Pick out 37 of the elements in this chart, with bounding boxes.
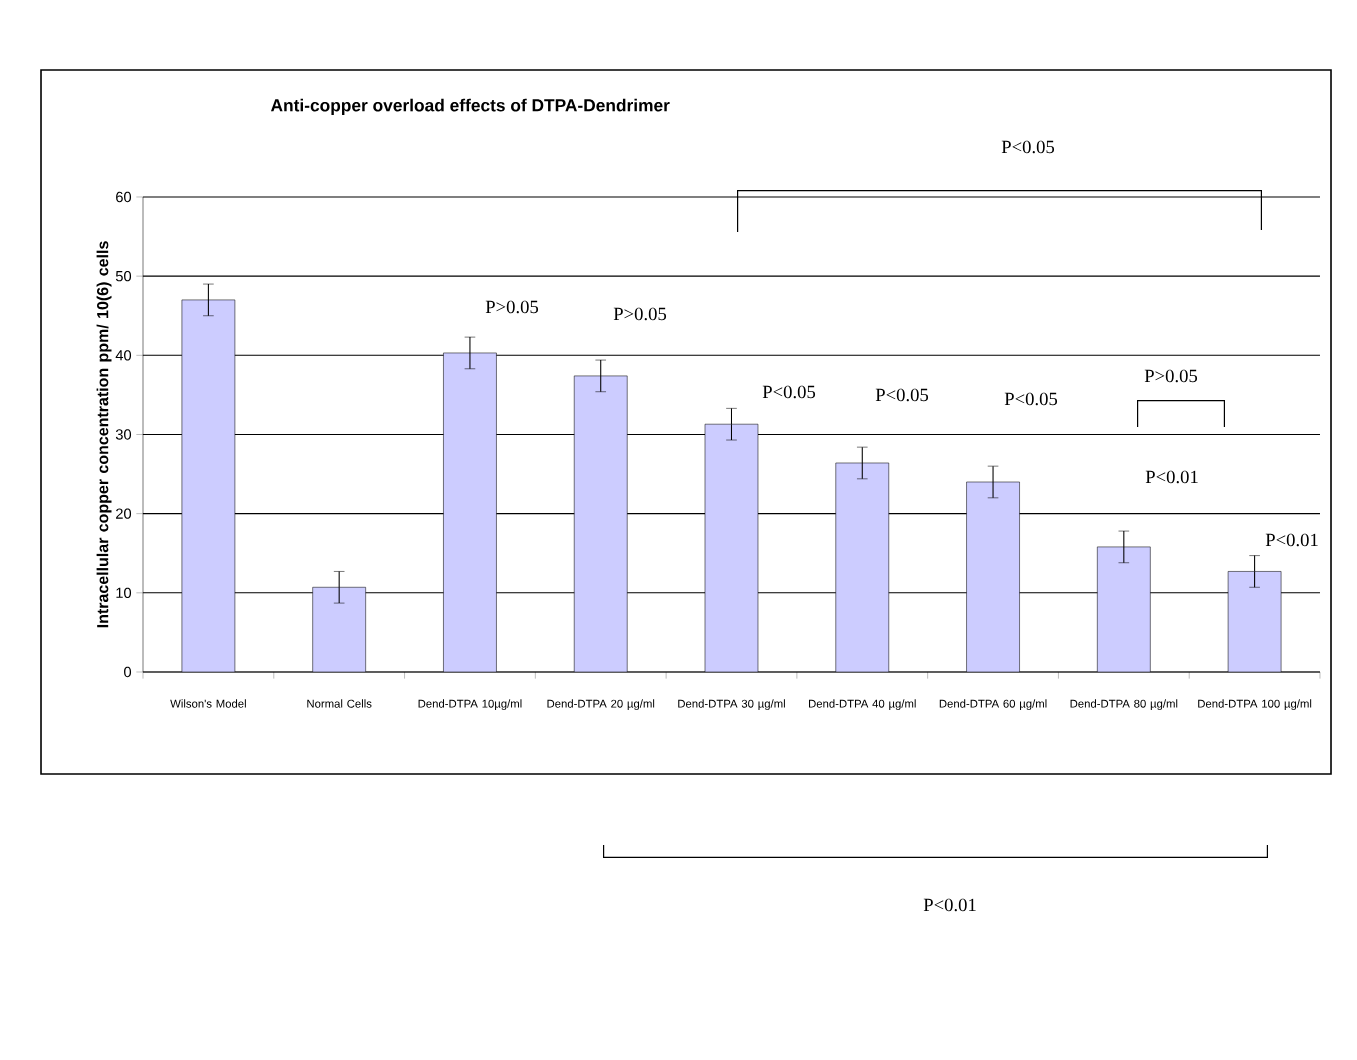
text: P<0.01 [923,898,976,912]
bar [574,375,628,672]
x-tick-label: Dend-DTPA 10µg/ml [418,699,522,710]
bar [705,424,758,672]
annotation: P<0.05 [762,385,816,399]
x-tick-label: Dend-DTPA 80 µg/ml [1070,699,1178,710]
bar [835,462,889,672]
bar [443,352,497,672]
bar [312,587,366,672]
y-axis-title: Intracellular copper concentration ppm/ 10(6) cells [96,241,112,628]
bar [181,299,235,672]
chart-title: Anti-copper overload effects of DTPA-Dendrimer [270,98,670,115]
y-tick-label: 30 [115,429,132,440]
x-tick-label: Dend-DTPA 20 µg/ml [547,699,655,710]
annotation: P<0.01 [1145,470,1198,484]
annotation: P>0.05 [485,300,539,314]
y-tick-label: 20 [116,508,132,519]
annotation: P<0.05 [875,388,929,402]
y-tick-label: 50 [115,270,132,282]
x-tick-label: Wilson's Model [170,699,246,708]
annotation: P>0.05 [613,307,667,321]
bar [1097,546,1151,672]
x-tick-label: Dend-DTPA 60 µg/ml [939,699,1047,710]
y-tick-label: 60 [116,191,132,203]
y-tick-label: 10 [116,587,132,599]
x-tick-label: Dend-DTPA 100 µg/ml [1198,699,1312,710]
annotation: P<0.05 [1004,392,1058,406]
x-tick-label: Dend-DTPA 40 µg/ml [809,699,916,710]
bar [1227,571,1282,672]
x-tick-label: Normal Cells [307,699,372,708]
annotation: P<0.01 [1265,533,1318,547]
bar [966,481,1020,672]
x-tick-label: Dend-DTPA 30 µg/ml [678,699,785,710]
y-tick-label: 0 [124,666,132,678]
y-tick-label: 40 [115,350,132,361]
annotation: P>0.05 [1144,369,1198,383]
text: P<0.05 [1001,140,1055,154]
